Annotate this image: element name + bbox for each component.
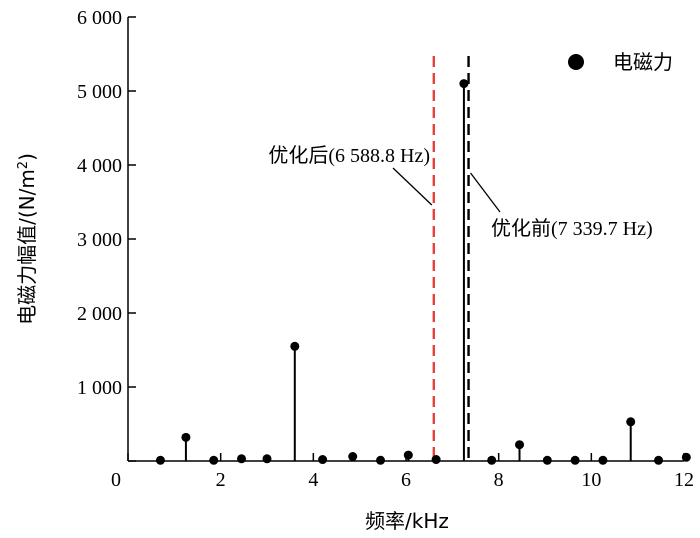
stem-point (155, 455, 165, 465)
annotation-before-label: 优化前(7 339.7 Hz) (491, 217, 653, 240)
y-tick-label: 4 000 (77, 155, 122, 177)
x-axis-label: 频率/kHz (365, 509, 449, 533)
stem-point (290, 341, 300, 351)
x-tick-label: 12 (674, 469, 694, 491)
stem-point (515, 440, 525, 450)
stem-point (403, 450, 413, 460)
stem-point (348, 452, 358, 462)
legend-label: 电磁力 (613, 50, 673, 74)
annotation-after-label: 优化后(6 588.8 Hz) (268, 144, 430, 167)
stem-point (262, 454, 272, 464)
x-tick-label: 2 (216, 469, 226, 491)
x-tick-label: 0 (111, 469, 121, 491)
axes: 1 000 2 000 3 000 4 000 5 000 6 000 0 2 4 6 8 10 12 (77, 7, 694, 491)
stem-point (654, 455, 664, 465)
y-axis-label: 电磁力幅值/(N/m2) (15, 153, 39, 325)
y-tick-label: 2 000 (77, 303, 122, 325)
x-tick-label: 10 (581, 469, 601, 491)
stem-point (376, 455, 386, 465)
annotation-after-leader (392, 167, 433, 206)
stem-point (570, 455, 580, 465)
y-axis-label-close: ) (15, 153, 39, 161)
annotation-before: 优化前(7 339.7 Hz) (470, 172, 653, 240)
y-tick-label: 5 000 (77, 81, 122, 103)
stem-point (181, 432, 191, 442)
stem-point (318, 455, 328, 465)
legend: 电磁力 (568, 50, 673, 74)
y-axis-label-sup: 2 (16, 161, 31, 169)
stem-series (155, 79, 691, 465)
y-ticks: 1 000 2 000 3 000 4 000 5 000 6 000 (77, 7, 136, 462)
stem-point (237, 454, 247, 464)
stem-point (487, 455, 497, 465)
stem-point (459, 79, 469, 89)
x-tick-label: 4 (308, 469, 318, 491)
stem-point (681, 452, 691, 462)
stem-point (542, 455, 552, 465)
stem-point (598, 455, 608, 465)
y-tick-label: 3 000 (77, 229, 122, 251)
y-tick-label: 6 000 (77, 7, 122, 29)
y-axis-label-main: 电磁力幅值/(N/m (15, 169, 39, 325)
x-tick-label: 6 (401, 469, 411, 491)
x-tick-label: 8 (494, 469, 504, 491)
stem-point (431, 455, 441, 465)
stem-point (209, 455, 219, 465)
y-tick-label: 1 000 (77, 377, 122, 399)
x-ticks: 0 2 4 6 8 10 12 (111, 453, 694, 491)
legend-marker (568, 54, 584, 70)
annotation-after: 优化后(6 588.8 Hz) (268, 144, 433, 206)
annotation-before-leader (470, 172, 501, 213)
stem-point (626, 417, 636, 427)
